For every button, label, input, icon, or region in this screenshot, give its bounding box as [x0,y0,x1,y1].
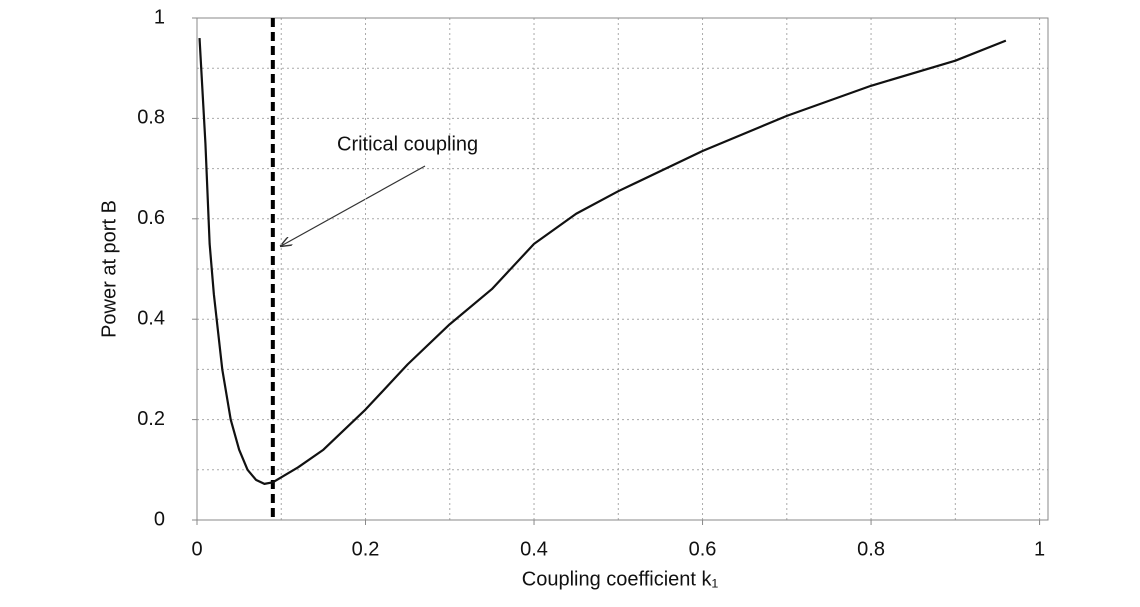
annotation: Critical coupling [337,133,478,155]
y-axis-label: Power at port B [98,200,120,338]
x-tick-label: 0 [191,538,202,560]
annotation-arrow [281,165,426,246]
y-tick-label: 1 [154,6,165,28]
x-tick-label: 0.6 [689,538,717,560]
y-tick-label: 0 [154,508,165,530]
x-tick-label: 0.2 [352,538,380,560]
x-tick-label: 1 [1034,538,1045,560]
x-tick-label: 0.8 [857,538,885,560]
y-tick-label: 0.2 [137,408,165,430]
y-tick-label: 0.4 [137,307,165,329]
plot-frame [196,17,1049,521]
line [198,38,1007,485]
y-tick-label: 0.6 [137,207,165,229]
x-tick-label: 0.4 [520,538,548,560]
x-axis-label: Coupling coefficient k₁ [522,568,719,590]
y-tick-label: 0.8 [137,107,165,129]
